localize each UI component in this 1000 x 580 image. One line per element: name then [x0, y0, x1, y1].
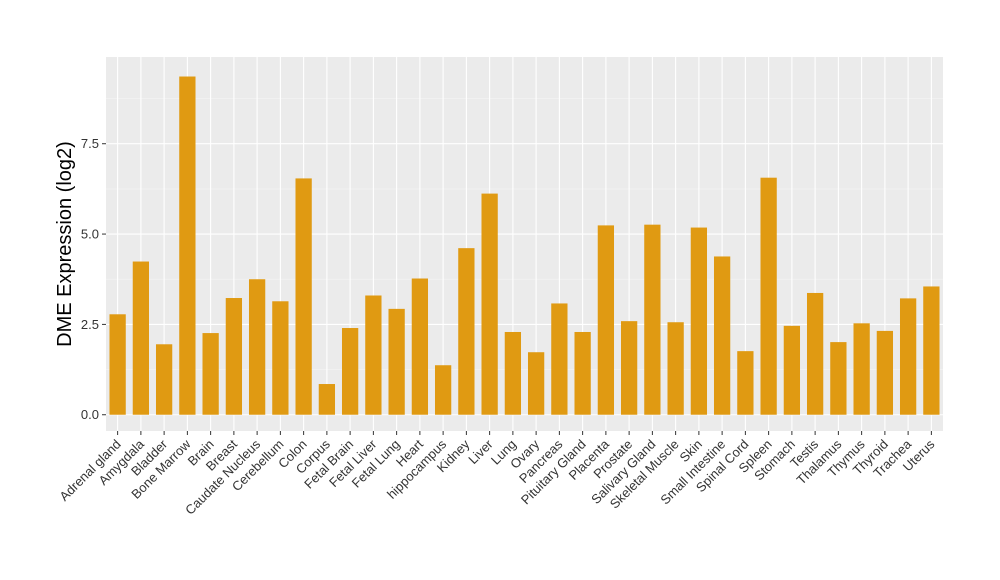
- bar: [760, 177, 777, 415]
- bar: [551, 303, 568, 415]
- y-tick-label: 7.5: [81, 136, 99, 151]
- bar: [644, 224, 661, 415]
- bar: [481, 193, 498, 415]
- bar: [574, 331, 591, 415]
- bar: [202, 333, 219, 415]
- bar: [504, 331, 522, 415]
- bar: [713, 256, 731, 415]
- bar: [876, 330, 894, 415]
- bar: [411, 278, 429, 415]
- y-tick-label: 5.0: [81, 227, 99, 242]
- bar: [179, 76, 196, 415]
- minor-gridlines: [106, 98, 943, 370]
- bar: [690, 227, 708, 415]
- bar: [248, 279, 266, 415]
- bar: [620, 321, 638, 415]
- bar: [830, 342, 847, 415]
- bar: [272, 301, 289, 415]
- bar: [434, 365, 452, 415]
- bar: [365, 295, 382, 415]
- bar: [295, 178, 312, 415]
- bar: [132, 261, 150, 415]
- bar: [597, 225, 615, 415]
- plot-panel: [106, 57, 943, 431]
- bar: [806, 292, 824, 415]
- y-tick-label: 2.5: [81, 317, 99, 332]
- bar: [155, 344, 173, 415]
- bar: [737, 351, 754, 415]
- bar: [527, 352, 545, 415]
- bar: [458, 248, 475, 415]
- y-axis: 0.0 2.5 5.0 7.5: [81, 136, 106, 422]
- bars: [109, 76, 940, 415]
- bar: [667, 322, 684, 415]
- bar: [783, 325, 801, 415]
- bar: [318, 384, 336, 415]
- bar: [923, 286, 940, 415]
- y-tick-label: 0.0: [81, 407, 99, 422]
- bar: [225, 298, 243, 415]
- bar: [109, 314, 126, 415]
- bar: [853, 323, 870, 415]
- bar: [388, 308, 405, 415]
- y-axis-title: DME Expression (log2): [54, 141, 76, 347]
- bar: [341, 328, 359, 415]
- x-tick-label: Liver: [465, 436, 496, 467]
- bar: [899, 298, 917, 415]
